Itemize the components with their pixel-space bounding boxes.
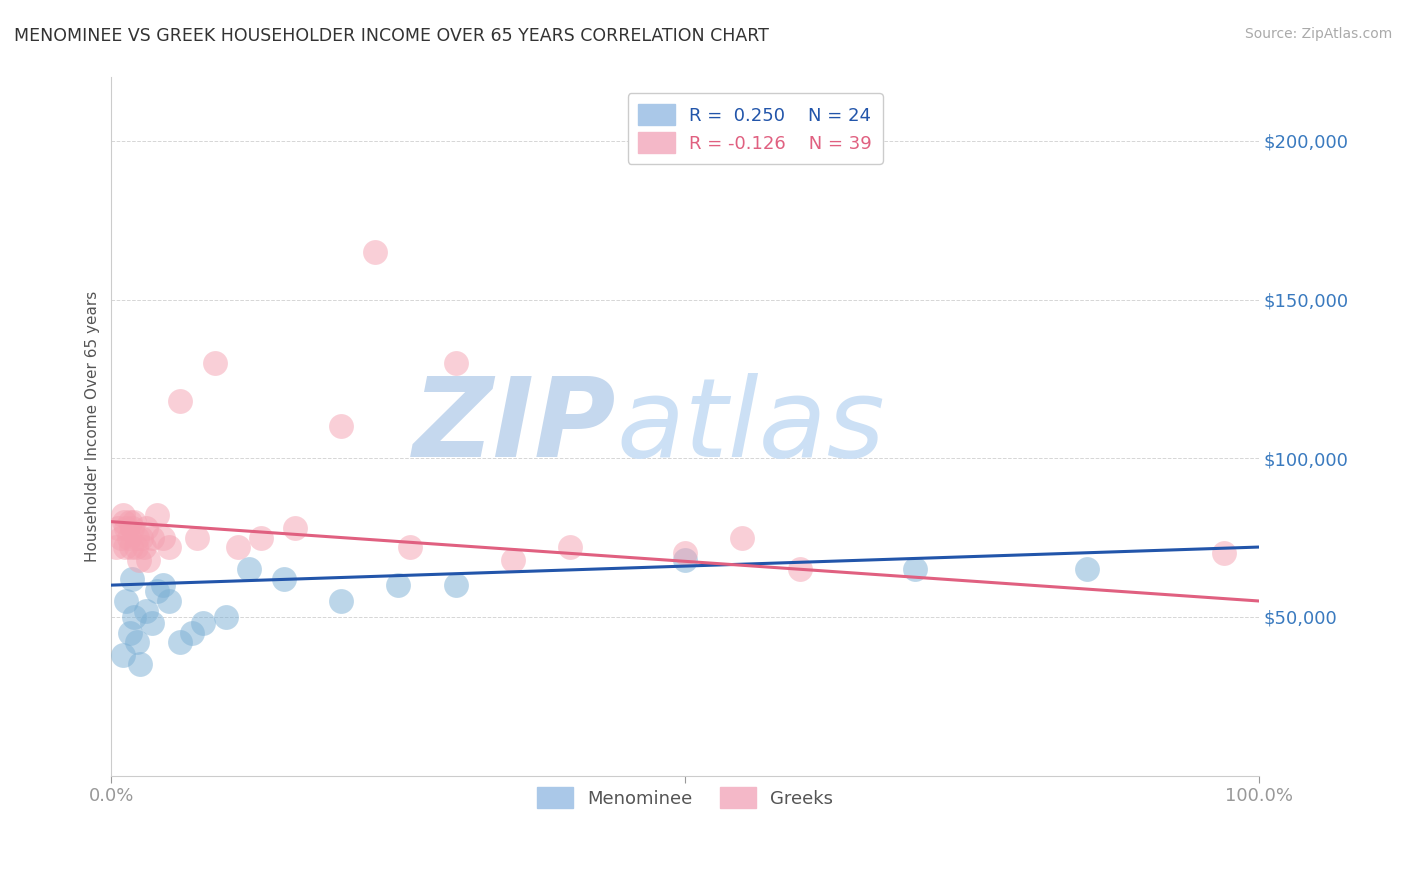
Point [284,521,307,535]
Point [146,508,169,523]
Point [125,635,148,649]
Text: MENOMINEE VS GREEK HOUSEHOLDER INCOME OVER 65 YEARS CORRELATION CHART: MENOMINEE VS GREEK HOUSEHOLDER INCOME OV… [14,27,769,45]
Point [169,394,191,409]
Point [121,572,143,586]
Point [789,562,811,576]
Point [157,540,180,554]
Point [444,578,467,592]
Point [111,648,134,662]
Point [502,553,524,567]
Point [141,616,163,631]
Point [111,508,134,523]
Point [186,531,208,545]
Point [249,531,271,545]
Point [124,515,146,529]
Point [125,531,148,545]
Text: atlas: atlas [616,373,884,480]
Point [731,531,754,545]
Point [329,419,352,434]
Point [444,356,467,370]
Point [114,540,136,554]
Point [204,356,226,370]
Point [364,244,387,259]
Point [115,594,138,608]
Point [135,521,157,535]
Point [107,521,129,535]
Point [560,540,582,554]
Point [120,540,142,554]
Text: Source: ZipAtlas.com: Source: ZipAtlas.com [1244,27,1392,41]
Point [110,531,132,545]
Point [115,521,138,535]
Point [904,562,927,576]
Point [157,594,180,608]
Point [112,515,135,529]
Point [673,553,696,567]
Point [129,657,152,672]
Point [152,531,174,545]
Point [215,610,238,624]
Point [398,540,420,554]
Point [135,603,157,617]
Point [132,540,155,554]
Point [238,562,260,576]
Point [226,540,249,554]
Point [152,578,174,592]
Point [124,610,146,624]
Y-axis label: Householder Income Over 65 years: Householder Income Over 65 years [86,291,100,562]
Point [329,594,352,608]
Point [129,531,152,545]
Point [118,625,141,640]
Point [128,553,150,567]
Point [180,625,202,640]
Point [141,531,163,545]
Point [387,578,409,592]
Point [136,553,159,567]
Point [124,540,146,554]
Point [117,531,139,545]
Legend: Menominee, Greeks: Menominee, Greeks [530,780,841,815]
Point [105,540,128,554]
Point [193,616,215,631]
Point [1213,546,1236,560]
Point [121,521,143,535]
Point [273,572,295,586]
Point [169,635,191,649]
Point [1076,562,1098,576]
Point [118,515,141,529]
Point [673,546,696,560]
Point [146,584,169,599]
Text: ZIP: ZIP [413,373,616,480]
